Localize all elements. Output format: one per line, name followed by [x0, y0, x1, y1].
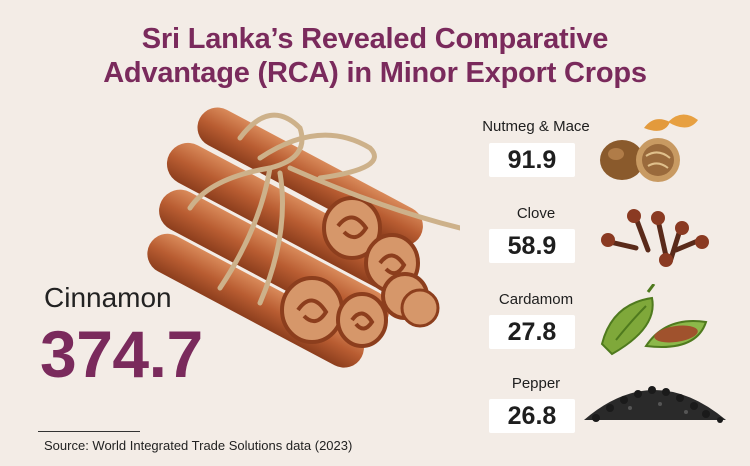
cardamom-icon [600, 284, 708, 356]
highlight-value: 374.7 [40, 317, 203, 391]
item-label-clove: Clove [516, 205, 556, 222]
item-value-clove: 58.9 [489, 229, 575, 263]
cinnamon-icon [147, 107, 460, 368]
nutmeg-icon [600, 114, 698, 182]
source-note: Source: World Integrated Trade Solutions… [44, 438, 353, 453]
pepper-icon [584, 386, 726, 423]
clove-icon [601, 209, 709, 267]
title-line-1: Sri Lanka’s Revealed Comparative [141, 23, 609, 55]
title-line-2: Advantage (RCA) in Minor Export Crops [103, 57, 647, 89]
source-divider [38, 431, 140, 432]
item-value-cardamom: 27.8 [489, 315, 575, 349]
item-label-nutmeg: Nutmeg & Mace [482, 118, 590, 135]
item-value-pepper: 26.8 [489, 399, 575, 433]
chart-title: Sri Lanka’s Revealed Comparative Advanta… [0, 22, 750, 90]
item-value-nutmeg: 91.9 [489, 143, 575, 177]
item-label-pepper: Pepper [511, 375, 561, 392]
highlight-label: Cinnamon [44, 282, 172, 313]
item-label-cardamom: Cardamom [498, 291, 574, 308]
